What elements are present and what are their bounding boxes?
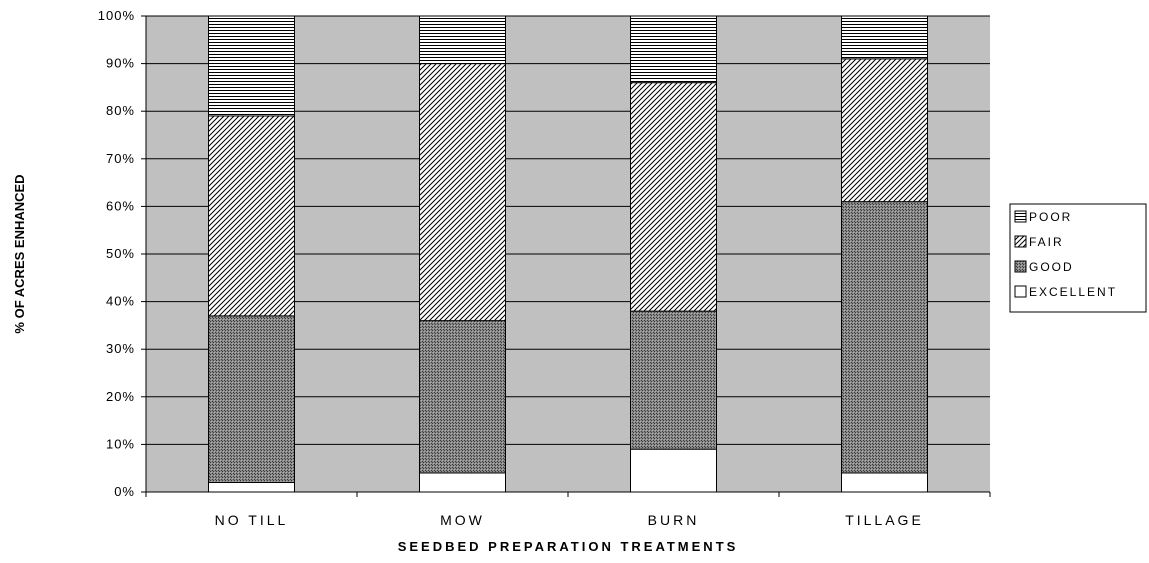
y-axis-title: % OF ACRES ENHANCED — [12, 174, 27, 333]
x-category-label-no-till: NO TILL — [215, 512, 289, 528]
bar-segment-fair-tillage — [841, 58, 928, 203]
bar-segment-fair-mow — [419, 63, 506, 322]
legend-swatch-excellent — [1014, 285, 1027, 298]
x-axis-title: SEEDBED PREPARATION TREATMENTS — [398, 539, 739, 554]
x-axis: NO TILL MOW BURN TILLAGE — [145, 491, 991, 528]
x-category-label-burn: BURN — [648, 512, 700, 528]
y-tick-label-100: 100% — [98, 8, 135, 23]
y-tick-label-0: 0% — [114, 484, 135, 499]
bar-segment-poor-mow — [419, 15, 506, 65]
legend-swatch-fair — [1014, 235, 1027, 248]
legend-label-poor: POOR — [1029, 210, 1072, 224]
x-category-label-mow: MOW — [440, 512, 485, 528]
bar-segment-excellent-no-till — [208, 481, 295, 493]
y-axis: 0% 10% 20% 30% 40% 50% 60% 70% 80% 90% 100% — [98, 8, 147, 499]
y-tick-label-40: 40% — [106, 294, 135, 309]
legend-swatch-poor — [1014, 210, 1027, 223]
bar-segment-excellent-tillage — [841, 472, 928, 493]
y-tick-label-20: 20% — [106, 389, 135, 404]
bar-segment-good-tillage — [841, 201, 928, 474]
legend-label-good: GOOD — [1029, 260, 1074, 274]
y-tick-label-10: 10% — [106, 436, 135, 451]
y-tick-label-90: 90% — [106, 56, 135, 71]
bar-segment-good-burn — [630, 310, 717, 450]
y-tick-label-70: 70% — [106, 151, 135, 166]
bar-segment-poor-no-till — [208, 15, 295, 117]
x-category-label-tillage: TILLAGE — [845, 512, 924, 528]
bar-segment-poor-burn — [630, 15, 717, 84]
y-tick-label-50: 50% — [106, 246, 135, 261]
y-tick-label-30: 30% — [106, 341, 135, 356]
y-tick-label-80: 80% — [106, 103, 135, 118]
legend-label-fair: FAIR — [1029, 235, 1064, 249]
bar-segment-fair-burn — [630, 82, 717, 312]
bar-segment-fair-no-till — [208, 115, 295, 317]
bar-segment-good-no-till — [208, 315, 295, 483]
bar-segment-excellent-burn — [630, 448, 717, 493]
legend: POOR FAIR GOOD EXCELLENT — [1009, 203, 1147, 313]
bar-segment-excellent-mow — [419, 472, 506, 493]
legend-swatch-good — [1014, 260, 1027, 273]
legend-label-excellent: EXCELLENT — [1029, 285, 1117, 299]
y-tick-label-60: 60% — [106, 198, 135, 213]
bar-segment-poor-tillage — [841, 15, 928, 60]
legend-box — [1009, 203, 1147, 313]
bar-segment-good-mow — [419, 320, 506, 474]
bars — [208, 15, 928, 493]
